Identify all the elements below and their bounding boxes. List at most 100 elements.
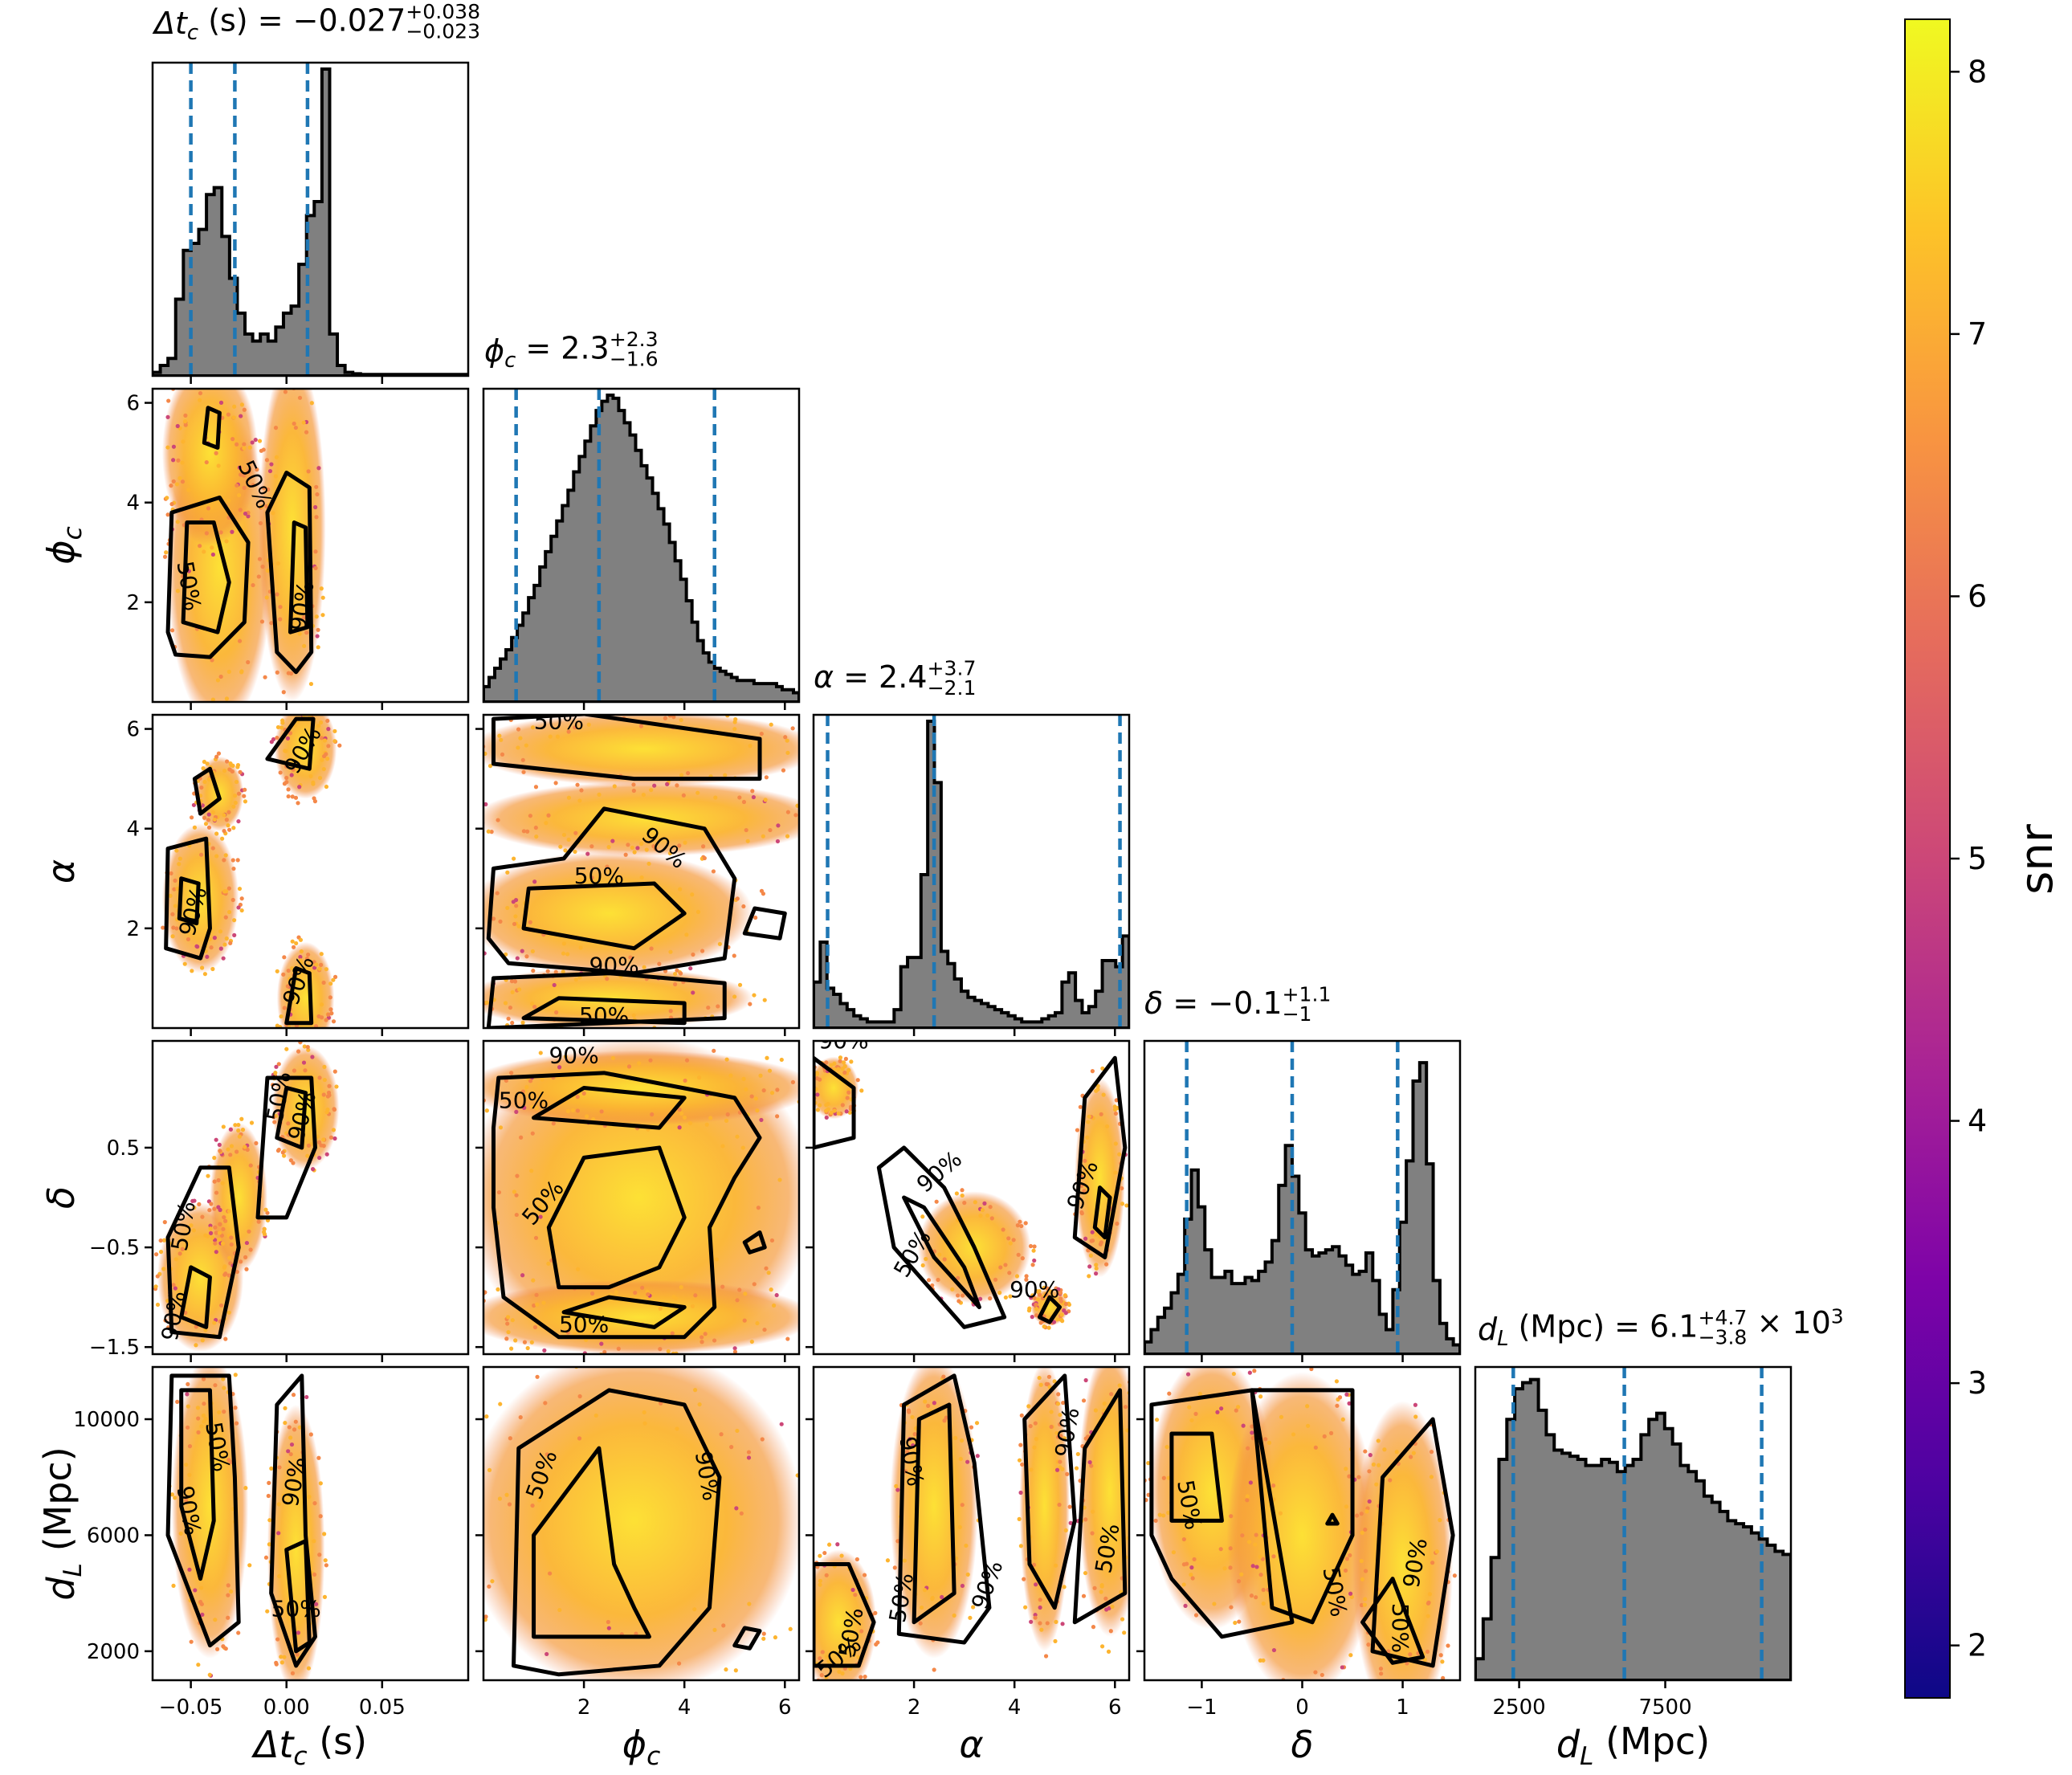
sample-point	[1189, 1418, 1194, 1423]
sample-point	[765, 1055, 769, 1060]
sample-point	[308, 773, 313, 779]
sample-point	[1146, 1461, 1151, 1466]
sample-point	[275, 670, 279, 675]
sample-point	[1189, 1572, 1193, 1577]
sample-point	[728, 1073, 733, 1078]
left-axis-title-group: ϕc	[39, 526, 88, 565]
panel-content	[153, 63, 468, 376]
sample-point	[824, 1103, 829, 1108]
contour-level-label: 90%	[549, 1042, 598, 1068]
corner-panels: 50%50% 90%24690%90%90%24690%50%90%50%50%5…	[36, 0, 1844, 1771]
sample-point	[222, 1410, 226, 1414]
x-tick-label: 0.05	[359, 1695, 406, 1720]
sample-point	[246, 514, 251, 519]
sample-point	[1426, 1614, 1430, 1618]
sample-point	[719, 1432, 724, 1437]
sample-point	[578, 878, 584, 883]
sample-point	[1087, 1264, 1092, 1269]
sample-point	[1171, 1550, 1177, 1555]
sample-point	[332, 1136, 337, 1141]
sample-point	[824, 1060, 829, 1065]
title-lower-error: −1	[1283, 1002, 1312, 1026]
sample-point	[534, 1292, 539, 1297]
sample-point	[748, 744, 753, 749]
sample-point	[687, 1120, 693, 1126]
sample-point	[1348, 1653, 1353, 1658]
sample-point	[309, 401, 314, 406]
sample-point	[837, 1669, 842, 1675]
sample-point	[1364, 1509, 1369, 1514]
sample-point	[283, 390, 288, 394]
sample-point	[1089, 1238, 1094, 1243]
sample-point	[1408, 1652, 1413, 1657]
sample-point	[1212, 1602, 1217, 1606]
sample-point	[1363, 1597, 1368, 1602]
sample-point	[484, 1000, 489, 1005]
x-tick-label: 0	[1295, 1695, 1309, 1720]
sample-point	[956, 1275, 961, 1280]
colorbar-tick-label: 4	[1968, 1104, 1987, 1139]
panel-content	[1144, 1041, 1460, 1354]
sample-point	[273, 474, 279, 479]
sample-point	[275, 735, 279, 741]
sample-point	[957, 1524, 962, 1529]
sample-point	[1250, 1430, 1254, 1435]
sample-point	[265, 1210, 270, 1215]
sample-point	[633, 1290, 638, 1296]
sample-point	[512, 979, 518, 984]
sample-point	[806, 802, 810, 806]
sample-point	[210, 552, 215, 557]
sample-point	[206, 1173, 210, 1178]
sample-point	[924, 1256, 928, 1262]
sample-point	[952, 1435, 958, 1440]
sample-point	[223, 1336, 228, 1341]
sample-point	[735, 1428, 740, 1434]
sample-point	[941, 1374, 946, 1379]
sample-point	[1063, 1528, 1068, 1532]
contour-line-0	[164, 836, 212, 961]
sample-point	[284, 775, 289, 781]
sample-point	[544, 821, 549, 826]
sample-point	[558, 844, 563, 849]
sample-point	[247, 1563, 252, 1568]
sample-point	[524, 954, 529, 959]
sample-point	[1044, 1292, 1049, 1297]
sample-point	[213, 1618, 218, 1622]
sample-point	[472, 946, 476, 950]
contour-line-0	[512, 1388, 722, 1677]
sample-point	[1099, 1112, 1103, 1116]
sample-point	[218, 1222, 222, 1227]
sample-point	[581, 1091, 586, 1096]
sample-point	[958, 1456, 963, 1462]
sample-point	[950, 1287, 955, 1291]
sample-point	[1371, 1462, 1377, 1467]
sample-point	[551, 1121, 556, 1126]
sample-point	[218, 1303, 224, 1308]
sample-point	[209, 1202, 214, 1206]
sample-point	[196, 1430, 201, 1434]
sample-point	[279, 725, 284, 730]
sample-point	[297, 631, 302, 636]
panel-content	[483, 389, 799, 702]
sample-point	[745, 839, 750, 843]
sample-point	[790, 1079, 796, 1084]
sample-point	[776, 823, 781, 828]
contour-line-4	[177, 876, 201, 926]
sample-point	[637, 1061, 642, 1066]
label-main: α	[814, 659, 834, 695]
sample-point	[737, 795, 742, 800]
sample-point	[1326, 1691, 1330, 1695]
sample-point	[1095, 1083, 1100, 1088]
sample-point	[202, 759, 207, 765]
sample-point	[756, 1206, 761, 1210]
sample-point	[818, 738, 822, 742]
sample-point	[724, 1667, 728, 1672]
sample-point	[332, 974, 338, 979]
sample-point	[214, 1137, 218, 1142]
label-subscript: c	[646, 1742, 660, 1771]
sample-point	[1348, 1591, 1353, 1596]
sample-point	[735, 1298, 740, 1303]
sample-point	[459, 1324, 463, 1328]
sample-point	[311, 780, 316, 785]
title-upper-error: +2.3	[610, 328, 659, 351]
